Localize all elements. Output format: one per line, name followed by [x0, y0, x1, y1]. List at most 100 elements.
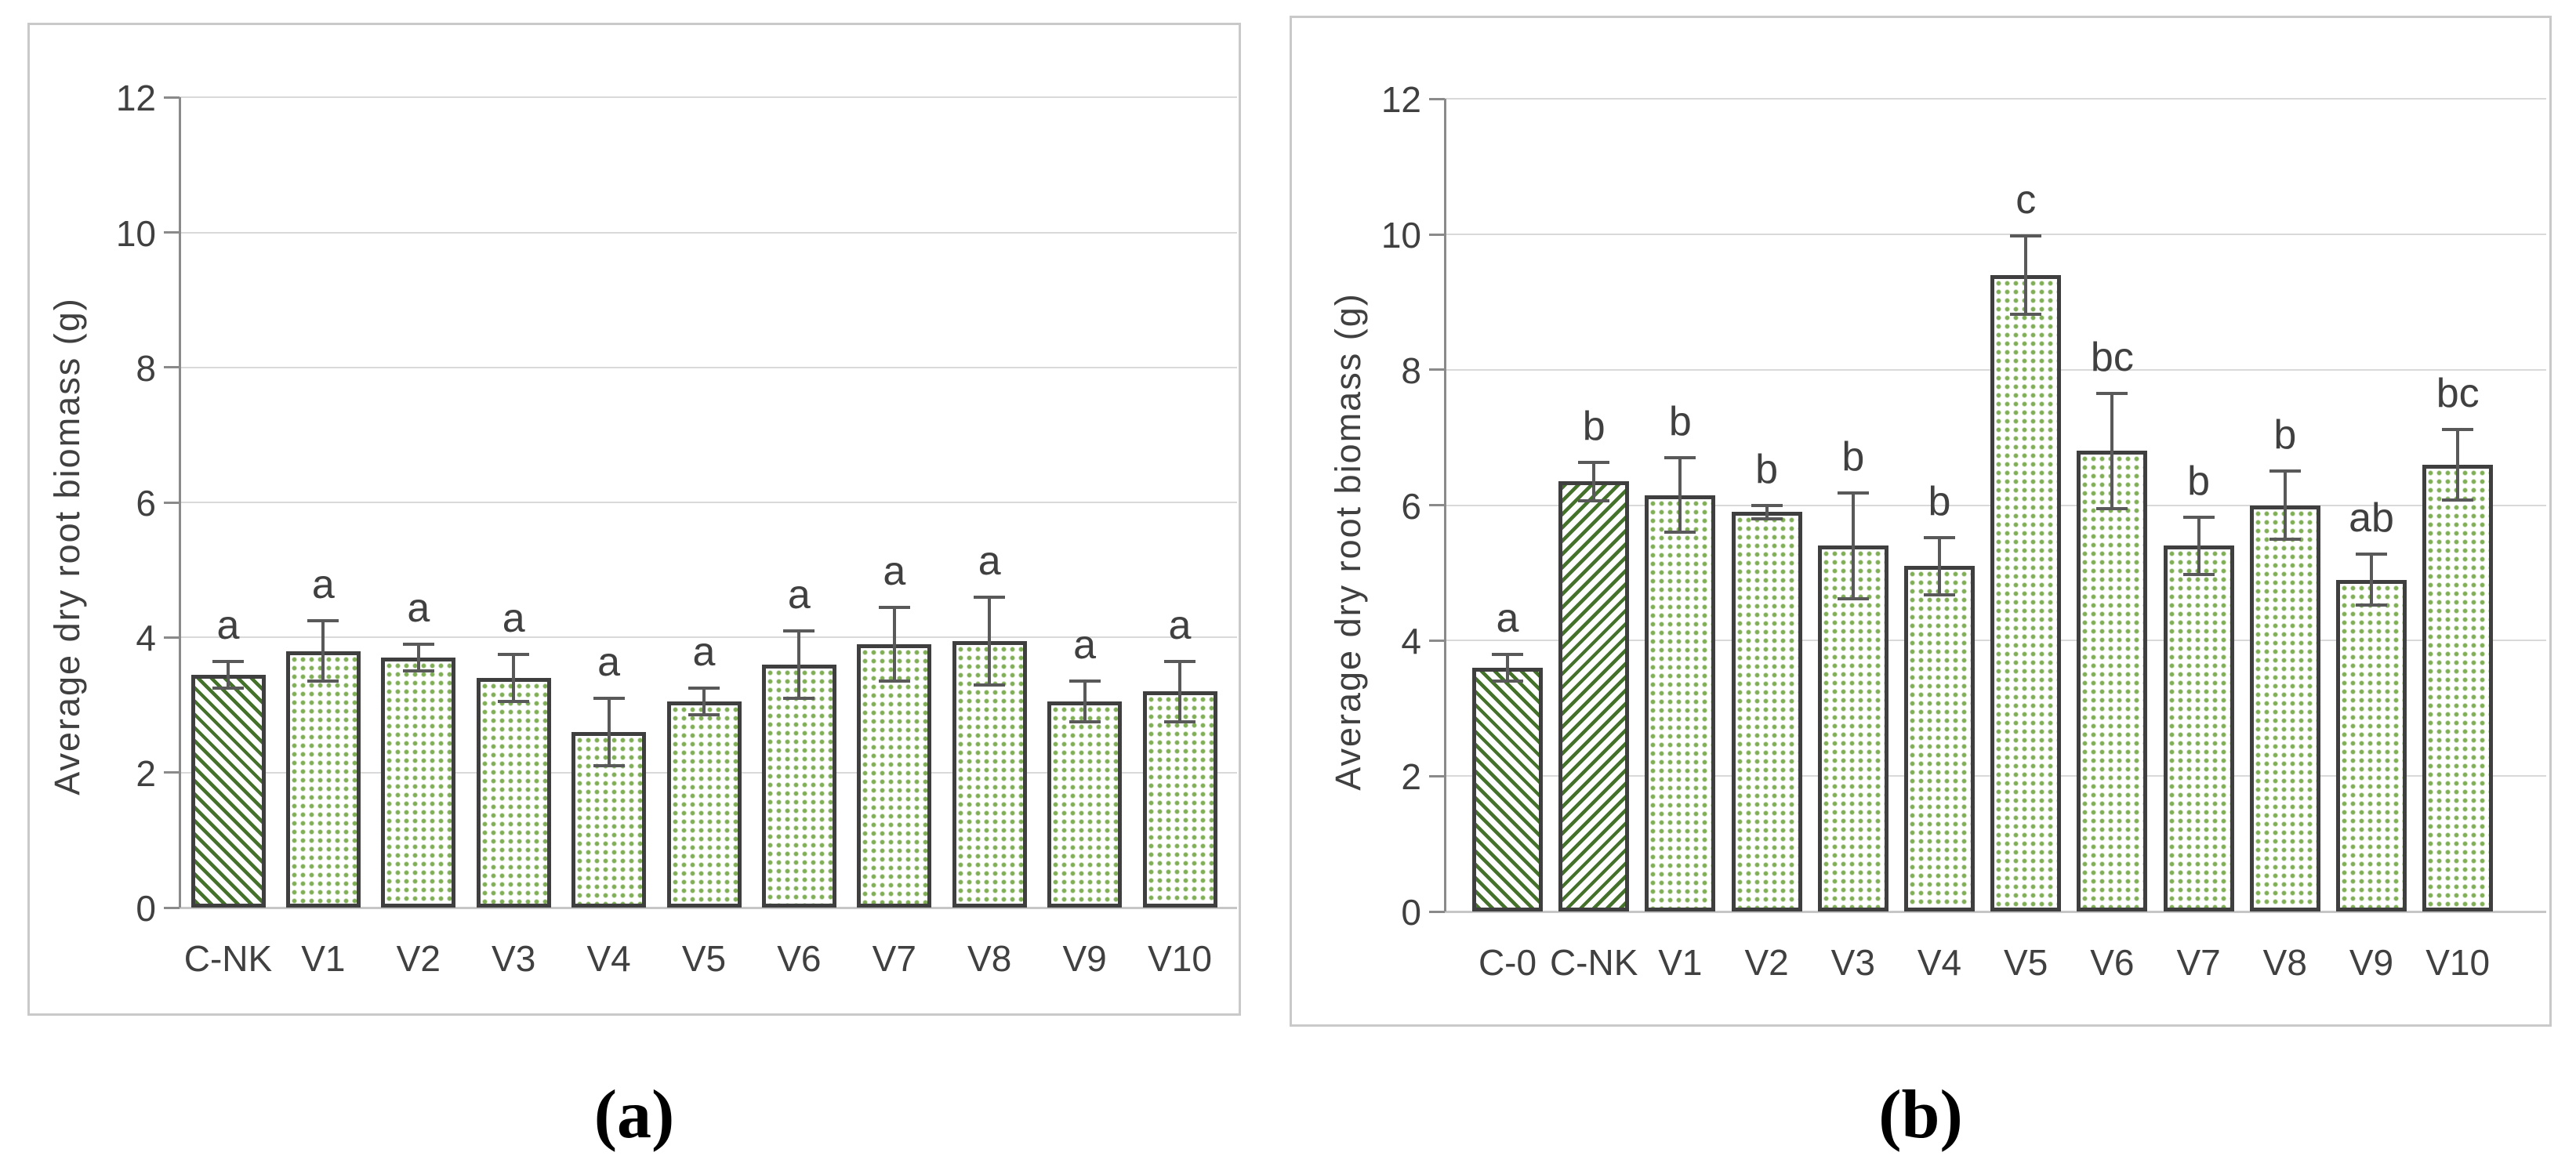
- x-axis-category-label-V3: V3: [492, 938, 536, 979]
- error-bar-V8: [988, 596, 992, 685]
- significance-letter-V6: a: [787, 571, 811, 618]
- error-bar-V1: [1678, 458, 1682, 533]
- x-axis-category-label-V1: V1: [1658, 942, 1703, 983]
- significance-letter-C-NK: b: [1582, 404, 1605, 450]
- x-axis-category-label-V6: V6: [777, 938, 822, 979]
- significance-letter-V2: b: [1755, 446, 1779, 492]
- error-bar-cap-top-V5: [688, 687, 720, 690]
- error-bar-V6: [797, 630, 801, 698]
- error-bar-cap-top-V9: [1068, 680, 1101, 683]
- x-axis-category-label-C-0: C-0: [1478, 942, 1537, 983]
- error-bar-cap-top-V8: [974, 595, 1006, 599]
- error-bar-C-NK: [227, 661, 230, 688]
- error-bar-cap-bottom-V9: [1068, 720, 1101, 724]
- bar-C-NK: [1558, 481, 1630, 911]
- error-bar-cap-top-V10: [2442, 427, 2474, 431]
- significance-letter-V1: a: [311, 561, 335, 607]
- x-axis-category-label-V7: V7: [872, 938, 916, 979]
- x-axis-category-label-V5: V5: [681, 938, 727, 979]
- error-bar-V10: [2456, 429, 2460, 500]
- x-axis-category-label-V2: V2: [396, 938, 441, 979]
- error-bar-V2: [416, 644, 420, 672]
- x-axis-category-label-V2: V2: [1744, 942, 1789, 983]
- significance-letter-V7: a: [883, 548, 906, 594]
- y-axis-tick-label-6: 6: [1401, 485, 1421, 527]
- error-bar-cap-top-V1: [307, 618, 339, 622]
- bar-V5: [666, 701, 742, 908]
- error-bar-V5: [2024, 235, 2028, 314]
- y-axis-line: [1444, 99, 1446, 911]
- y-axis-tick-label-12: 12: [115, 78, 156, 119]
- bar-V8: [2249, 505, 2320, 911]
- y-axis-tick-4: [1429, 639, 1445, 642]
- error-bar-C-NK: [1592, 462, 1596, 501]
- error-bar-V9: [1083, 681, 1087, 723]
- error-bar-V9: [2370, 553, 2373, 606]
- y-axis-tick-label-10: 10: [115, 212, 156, 254]
- error-bar-cap-bottom-C-0: [1492, 680, 1523, 683]
- bar-C-0: [1472, 667, 1543, 911]
- significance-letter-V7: b: [2187, 458, 2211, 505]
- bar-V6: [761, 664, 836, 908]
- bar-C-NK: [190, 674, 266, 908]
- x-axis-category-label-V1: V1: [301, 938, 346, 979]
- y-axis-tick-label-0: 0: [1401, 892, 1421, 933]
- error-bar-cap-top-V1: [1664, 456, 1696, 460]
- error-bar-cap-bottom-C-NK: [1578, 498, 1610, 502]
- y-axis-tick-8: [164, 366, 180, 369]
- error-bar-cap-bottom-V1: [1664, 531, 1696, 535]
- error-bar-V2: [1765, 505, 1769, 519]
- error-bar-V3: [512, 654, 516, 702]
- error-bar-cap-bottom-C-NK: [212, 687, 244, 690]
- significance-letter-V8: b: [2273, 412, 2297, 458]
- gridline-y10: [1445, 234, 2546, 235]
- x-axis-baseline: [1445, 911, 2546, 913]
- significance-letter-V9: a: [1073, 622, 1097, 669]
- x-axis-category-label-V9: V9: [2349, 942, 2394, 983]
- bar-V10: [2422, 464, 2494, 911]
- error-bar-cap-bottom-V3: [498, 700, 530, 704]
- error-bar-cap-top-V6: [783, 629, 815, 632]
- bar-V7: [2163, 545, 2234, 911]
- error-bar-cap-bottom-V5: [2010, 312, 2042, 316]
- error-bar-V7: [2197, 517, 2200, 574]
- error-bar-cap-bottom-V1: [307, 680, 339, 683]
- error-bar-cap-top-C-NK: [212, 659, 244, 663]
- bar-V1: [285, 651, 361, 908]
- bar-V9: [2336, 579, 2407, 911]
- error-bar-cap-top-V4: [1924, 536, 1955, 540]
- x-axis-category-label-V4: V4: [586, 938, 631, 979]
- y-axis-tick-label-8: 8: [1401, 350, 1421, 391]
- gridline-y4: [180, 636, 1237, 639]
- significance-letter-V10: a: [1168, 602, 1192, 648]
- y-axis-tick-12: [1429, 97, 1445, 100]
- error-bar-cap-top-V7: [878, 605, 910, 609]
- error-bar-cap-bottom-V2: [1751, 516, 1783, 520]
- y-axis-title-b: Average dry root biomass (g): [1328, 292, 1368, 791]
- subfigure-caption-b: (b): [1878, 1077, 1963, 1153]
- error-bar-cap-top-V2: [402, 643, 434, 646]
- y-axis-title-a: Average dry root biomass (g): [47, 297, 87, 796]
- error-bar-cap-top-V9: [2356, 552, 2387, 556]
- error-bar-V4: [607, 698, 611, 767]
- x-axis-category-label-V5: V5: [2004, 942, 2048, 983]
- error-bar-V7: [892, 607, 896, 682]
- x-axis-category-label-V10: V10: [2425, 942, 2491, 983]
- x-axis-category-label-C-NK: C-NK: [183, 938, 273, 979]
- error-bar-V8: [2283, 471, 2287, 539]
- chart-panel-a: 0 2 4 6 8 10 12 a C-NK a V1 a V2 a V3 a V4 a V5 a V6 a V7 a V8 a V…: [27, 23, 1241, 1016]
- bar-V3: [1817, 545, 1888, 911]
- x-axis-baseline: [180, 907, 1237, 909]
- y-axis-tick-10: [164, 231, 180, 234]
- x-axis-category-label-V6: V6: [2090, 942, 2135, 983]
- error-bar-V5: [702, 688, 706, 716]
- significance-letter-V3: a: [502, 595, 525, 641]
- y-axis-tick-4: [164, 636, 180, 639]
- significance-letter-V5: c: [2015, 176, 2037, 223]
- y-axis-tick-label-12: 12: [1381, 79, 1421, 121]
- y-axis-tick-label-8: 8: [136, 347, 156, 389]
- error-bar-cap-bottom-V9: [2356, 603, 2387, 607]
- y-axis-tick-6: [164, 501, 180, 504]
- error-bar-cap-bottom-V2: [402, 669, 434, 673]
- gridline-y6: [180, 502, 1237, 504]
